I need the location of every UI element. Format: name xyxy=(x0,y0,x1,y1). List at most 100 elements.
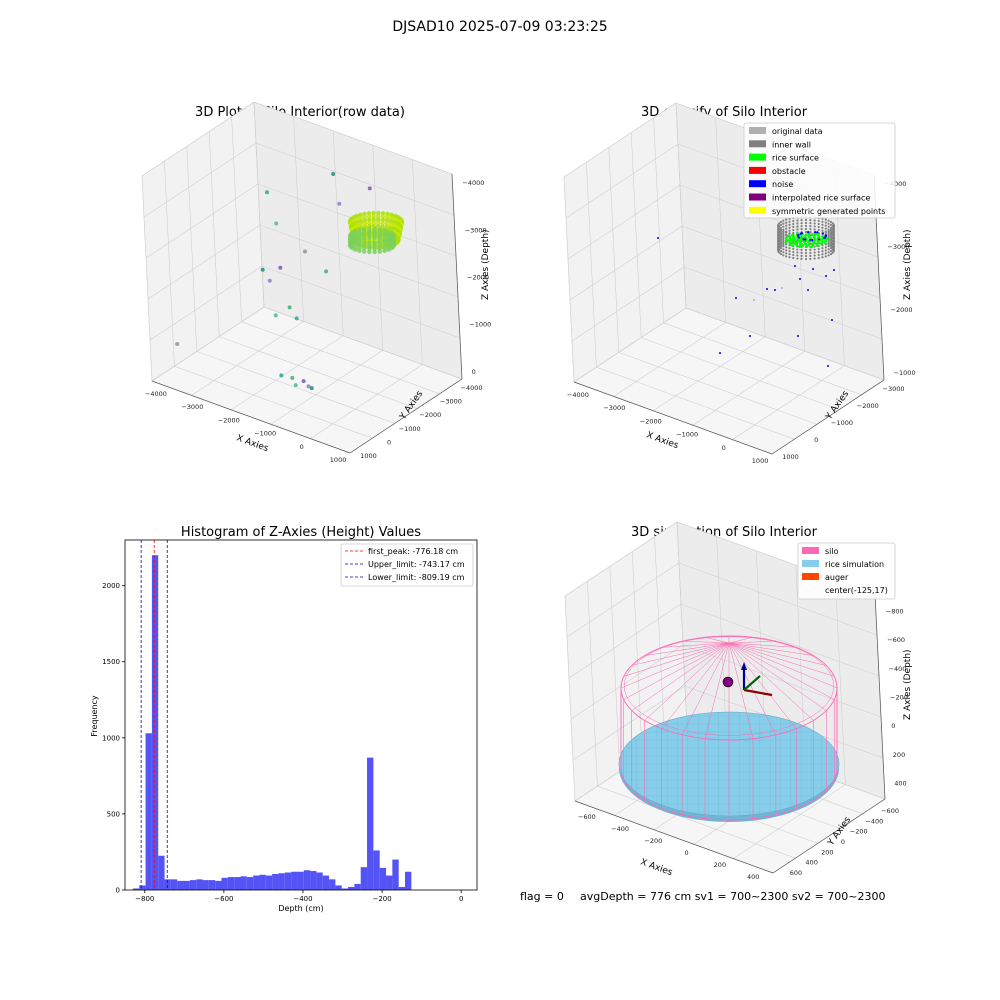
inner-wall-point xyxy=(829,238,833,242)
inner-wall-point xyxy=(778,225,781,228)
legend-label-2: rice surface xyxy=(772,154,819,163)
classify-grid xyxy=(663,322,862,396)
inner-wall-point xyxy=(782,251,785,254)
simulation-x-tick-label: 200 xyxy=(714,861,726,869)
histogram-bar xyxy=(354,883,361,890)
rice-ring-point xyxy=(376,210,381,216)
rice-ring-point xyxy=(355,223,361,228)
noise-point xyxy=(825,275,827,277)
inner-wall-point xyxy=(800,257,803,260)
rice-ring-point xyxy=(385,215,390,220)
rice-ring-point xyxy=(380,211,386,216)
noise-point xyxy=(796,234,800,237)
histogram-bar xyxy=(373,850,380,890)
inner-wall-point xyxy=(788,223,791,226)
x-tick-label: −600 xyxy=(214,895,233,903)
inner-wall-point xyxy=(792,250,795,254)
inner-wall-point xyxy=(800,222,803,225)
classify-grid xyxy=(573,307,687,383)
inner-wall-point xyxy=(817,222,820,226)
classify-3d-points xyxy=(657,215,836,367)
raw-3d-axes: −4000 −3000 −2000 −1000 0 1000 1000 0 −1000 −2000… xyxy=(141,101,491,464)
rice-ring-point xyxy=(354,213,359,219)
noise-point xyxy=(833,269,835,271)
simulation-legend: silo rice simulation auger center(-125,17) xyxy=(797,542,896,600)
silo-wireframe xyxy=(620,635,838,821)
simulation-grid xyxy=(682,644,882,718)
inner-wall-point xyxy=(829,229,833,233)
y-tick-label: 1500 xyxy=(102,658,120,666)
rice-surface-point xyxy=(791,234,794,237)
rice-ring-point xyxy=(367,221,372,226)
classify-grid xyxy=(586,162,597,368)
inner-wall-point xyxy=(779,235,783,239)
rice-surface-point xyxy=(805,244,809,248)
rice-surface-point xyxy=(819,242,823,245)
rice-ring-point xyxy=(376,217,381,222)
inner-wall-point xyxy=(792,253,795,257)
inner-wall-point xyxy=(821,229,824,232)
raw-grid xyxy=(259,224,459,298)
simulation-y-tick-label: 400 xyxy=(805,859,817,867)
raw-grid xyxy=(332,130,344,336)
inner-wall-point xyxy=(796,222,799,225)
inner-wall-point xyxy=(813,222,816,225)
simulation-z-axis-line xyxy=(874,593,886,800)
noise-point xyxy=(821,232,825,235)
inner-wall-point xyxy=(827,228,830,231)
histogram-bar xyxy=(196,879,203,890)
noise-point xyxy=(811,238,814,242)
classify-y-tick-label: 0 xyxy=(814,436,818,444)
inner-wall-point xyxy=(782,231,785,234)
inner-wall-point xyxy=(804,218,808,222)
silo-roof-line xyxy=(728,642,777,735)
legend-swatch-0 xyxy=(802,547,819,554)
inner-wall-point xyxy=(817,247,820,251)
rice-ring-point xyxy=(380,214,386,219)
inner-wall-point xyxy=(832,244,835,247)
raw-z-tick-label: −1000 xyxy=(469,321,491,329)
inner-wall-point xyxy=(796,248,799,251)
inner-wall-point xyxy=(824,227,827,230)
silo-roof-line xyxy=(728,642,835,677)
rice-ring-point xyxy=(376,220,381,226)
silo-roof-line xyxy=(728,637,754,644)
inner-wall-point xyxy=(832,232,835,235)
classify-z-tick-label: −3000 xyxy=(887,243,909,251)
silo-roof-line xyxy=(728,642,838,689)
raw-grid xyxy=(145,183,259,259)
noise-point xyxy=(812,268,814,270)
simulation-z-tick-label: −200 xyxy=(890,694,908,702)
figure-suptitle: DJSAD10 2025-07-09 03:23:25 xyxy=(392,19,607,35)
rice-surface-point xyxy=(804,233,808,237)
rice-surface-point xyxy=(815,244,819,247)
inner-wall-point xyxy=(827,225,830,228)
simulation-grid xyxy=(566,562,680,638)
silo-roof-line xyxy=(728,642,754,739)
histogram-bar xyxy=(253,875,260,890)
classify-x-tick-label: −2000 xyxy=(640,417,662,425)
raw-data-point xyxy=(337,201,342,206)
classify-y-axis-line xyxy=(771,379,885,455)
inner-wall-point xyxy=(827,219,830,222)
rice-ring-point xyxy=(357,237,362,242)
inner-wall-point xyxy=(827,231,830,234)
noise-point xyxy=(824,234,827,237)
classify-y-tick-label: −1000 xyxy=(831,419,853,427)
classify-z-tick-label: −4000 xyxy=(884,180,906,188)
simulation-grid xyxy=(572,685,686,761)
inner-wall-point xyxy=(779,238,783,242)
rice-ring-point xyxy=(362,211,367,217)
rice-ring-point xyxy=(358,219,364,224)
inner-wall-point xyxy=(832,226,835,229)
inner-wall-point xyxy=(782,234,785,237)
classify-grid xyxy=(641,337,840,410)
rice-ring-point xyxy=(388,222,393,227)
inner-wall-point xyxy=(832,247,835,250)
noise-point xyxy=(657,237,659,239)
auger-marker xyxy=(722,662,773,697)
rice-surface-point xyxy=(795,243,799,247)
simulation-x-tick-label: −200 xyxy=(644,837,662,845)
inner-wall-point xyxy=(831,251,834,254)
legend-label-6: symmetric generated points xyxy=(772,207,885,216)
